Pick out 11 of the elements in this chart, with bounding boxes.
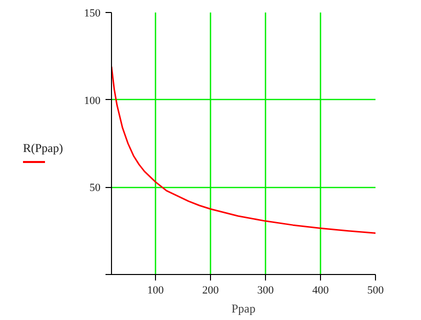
- x-tick-label: 100: [147, 284, 164, 296]
- x-axis-title: Ppap: [232, 302, 256, 316]
- y-tick-label: 50: [90, 182, 101, 194]
- x-tick-label: 400: [312, 284, 330, 296]
- x-tick-label: 500: [367, 284, 384, 296]
- text: R(Ppap): [23, 140, 63, 157]
- line-series: [112, 66, 376, 234]
- y-tick-label: 100: [84, 94, 101, 107]
- x-tick-label: 200: [202, 284, 220, 296]
- y-tick-label: 150: [84, 8, 101, 20]
- x-tick-label: 300: [257, 284, 274, 296]
